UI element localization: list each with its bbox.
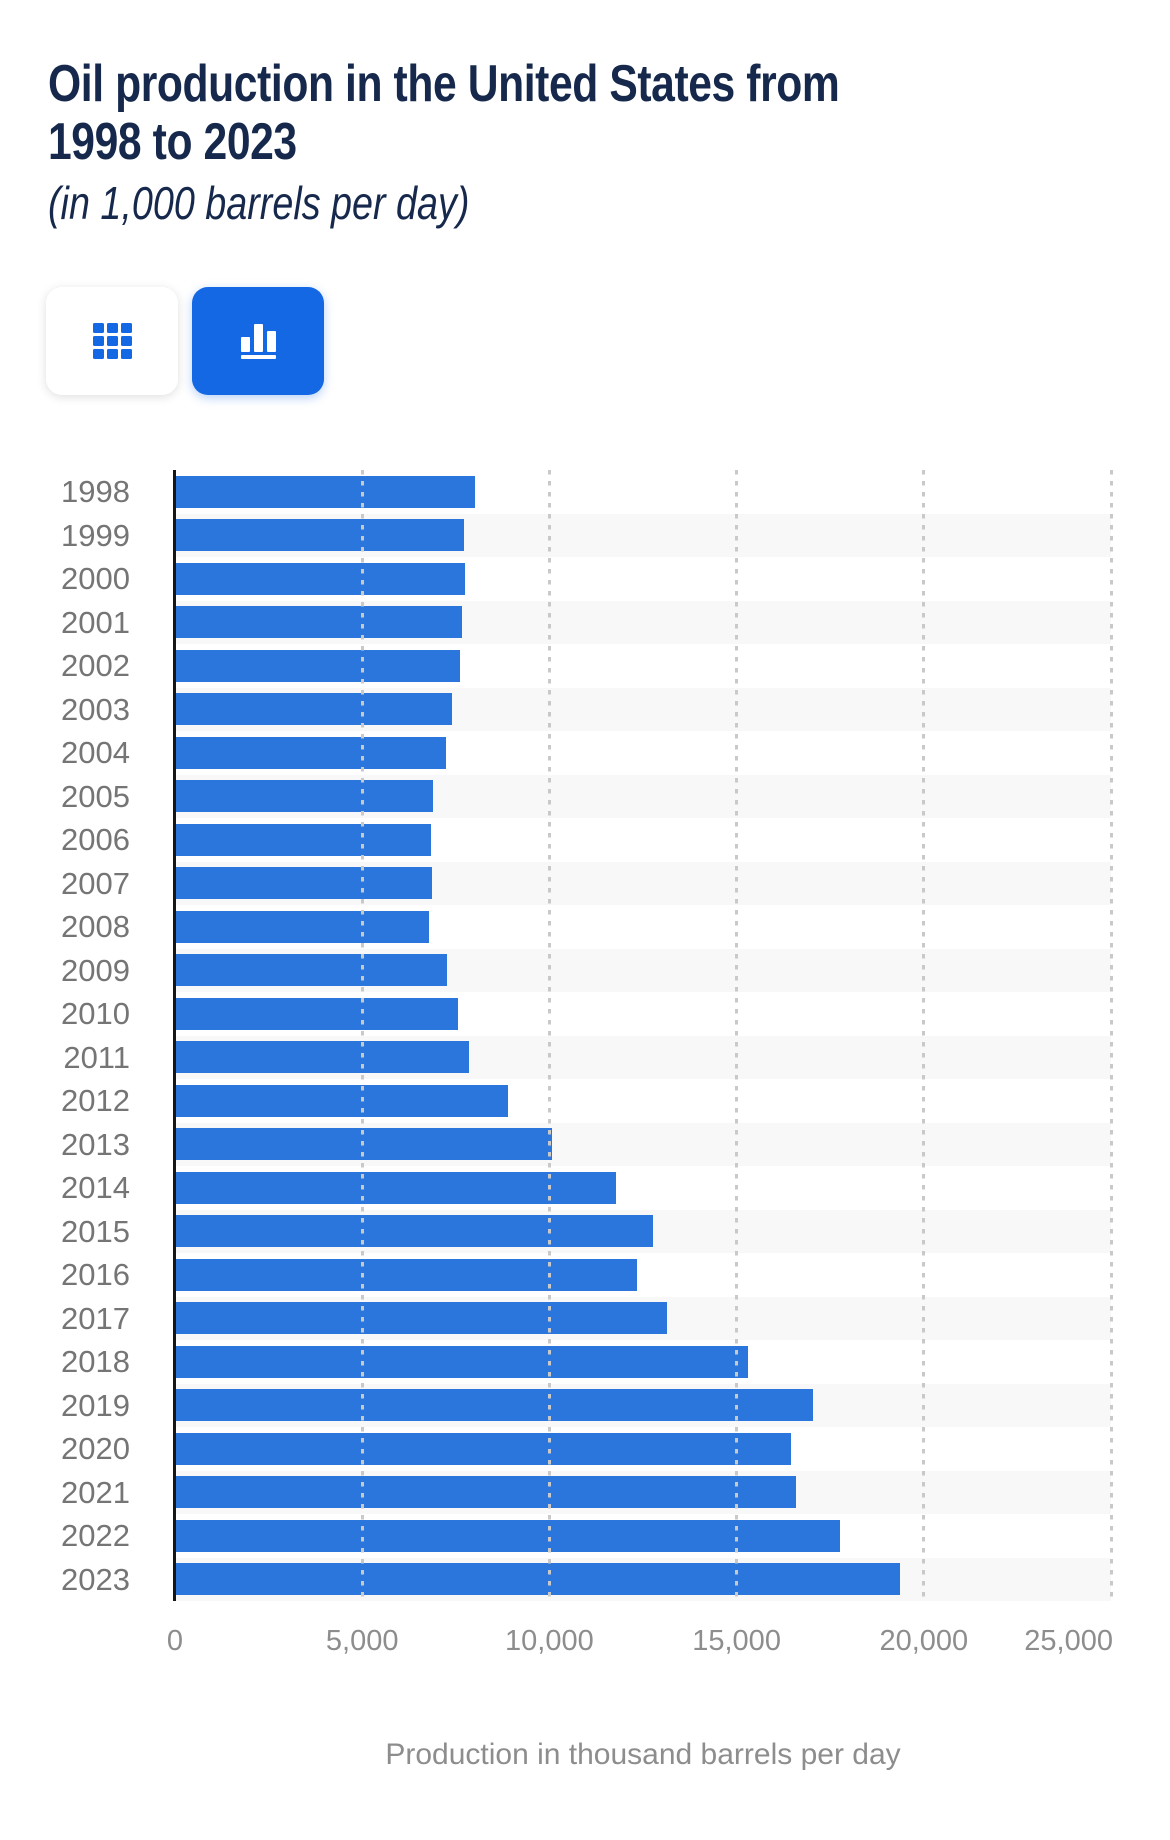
chart-row: [175, 818, 1111, 862]
bar-2011[interactable]: [175, 1041, 470, 1073]
year-label: 2018: [61, 1344, 130, 1379]
year-label: 2005: [61, 778, 130, 814]
bar-2014[interactable]: [175, 1171, 616, 1204]
year-label: 2015: [61, 1213, 130, 1249]
x-tick-label: 10,000: [505, 1625, 594, 1657]
x-tick-label: 15,000: [692, 1625, 781, 1657]
bar-2013[interactable]: [175, 1128, 553, 1160]
chart-view-button[interactable]: [192, 287, 324, 395]
table-grid-icon: [92, 323, 132, 359]
chart-row: [175, 644, 1111, 688]
year-label: 2002: [61, 648, 130, 683]
bar-2009[interactable]: [175, 954, 447, 986]
bar-2019[interactable]: [175, 1389, 814, 1421]
bar-2020[interactable]: [175, 1432, 792, 1465]
chart-row: [175, 1166, 1111, 1210]
chart-row: [175, 1079, 1111, 1123]
chart-row: [175, 687, 1111, 731]
chart-row: [175, 731, 1111, 775]
bar-2007[interactable]: [175, 867, 432, 899]
bar-2000[interactable]: [175, 562, 465, 595]
chart-row: [175, 513, 1111, 557]
x-axis-labels: 0 5,000 10,000 15,000 20,000 25,000: [167, 1622, 1113, 1660]
y-axis-line: [173, 470, 176, 1601]
bar-2001[interactable]: [175, 606, 463, 638]
chart-row: [175, 905, 1111, 949]
year-label: 1999: [61, 517, 130, 553]
y-axis-labels: 1998 1999 2000 2001 2002 2003 2004 2005 2006 2007…: [0, 470, 130, 1601]
chart-row: [175, 1035, 1111, 1079]
plot-rows: [175, 470, 1111, 1601]
year-label: 2021: [61, 1474, 130, 1510]
chart-row: [175, 1340, 1111, 1384]
year-label: 2016: [61, 1257, 130, 1292]
bar-2008[interactable]: [175, 910, 429, 943]
year-label: 2000: [61, 561, 130, 596]
year-label: 2009: [61, 952, 130, 988]
chart-row: [175, 1514, 1111, 1558]
chart-row: [175, 1427, 1111, 1471]
chart-row: [175, 948, 1111, 992]
bar-2005[interactable]: [175, 780, 434, 812]
year-label: 2004: [61, 735, 130, 770]
year-label: 2022: [61, 1518, 130, 1553]
bar-2021[interactable]: [175, 1476, 796, 1508]
chart-row: [175, 1296, 1111, 1340]
year-label: 2001: [61, 604, 130, 640]
year-label: 2013: [61, 1126, 130, 1162]
year-label: 2012: [61, 1083, 130, 1118]
chart-row: [175, 1383, 1111, 1427]
year-label: 2023: [61, 1561, 130, 1597]
year-label: 2020: [61, 1431, 130, 1466]
chart-row: [175, 1470, 1111, 1514]
year-label: 2007: [61, 865, 130, 901]
bar-chart-icon: [240, 323, 276, 359]
x-axis-title: Production in thousand barrels per day: [385, 1738, 901, 1771]
bar-2016[interactable]: [175, 1258, 637, 1291]
year-label: 2017: [61, 1300, 130, 1336]
year-label: 2011: [63, 1039, 130, 1075]
year-label: 2006: [61, 822, 130, 857]
x-tick-label: 25,000: [1024, 1625, 1113, 1657]
chart-row: [175, 1209, 1111, 1253]
year-label: 2008: [61, 909, 130, 944]
plot-area: [173, 470, 1113, 1601]
x-tick-label: 0: [166, 1625, 184, 1657]
page-subtitle: (in 1,000 barrels per day): [48, 177, 470, 229]
chart-row: [175, 1253, 1111, 1297]
bar-2010[interactable]: [175, 997, 458, 1030]
bar-2002[interactable]: [175, 649, 461, 682]
year-label: 1998: [61, 474, 130, 509]
bar-2022[interactable]: [175, 1519, 841, 1552]
chart-row: [175, 557, 1111, 601]
chart-row: [175, 600, 1111, 644]
bar-2023[interactable]: [175, 1563, 900, 1595]
chart-row: [175, 861, 1111, 905]
bar-2015[interactable]: [175, 1215, 654, 1247]
table-view-button[interactable]: [46, 287, 178, 395]
x-tick-label: 5,000: [325, 1625, 399, 1657]
x-tick-label: 20,000: [879, 1625, 969, 1657]
bar-chart: 1998 1999 2000 2001 2002 2003 2004 2005 2006 2007…: [0, 470, 1170, 1840]
bar-2017[interactable]: [175, 1302, 667, 1334]
chart-row: [175, 1122, 1111, 1166]
year-label: 2003: [61, 691, 130, 727]
year-label: 2014: [61, 1170, 130, 1205]
bar-2003[interactable]: [175, 693, 453, 725]
page-title: Oil production in the United States from…: [48, 54, 840, 172]
view-toggle-toolbar: [46, 287, 324, 395]
chart-row: [175, 470, 1111, 514]
chart-row: [175, 774, 1111, 818]
year-label: 2019: [61, 1387, 130, 1423]
bar-2006[interactable]: [175, 823, 432, 856]
bar-2012[interactable]: [175, 1084, 509, 1117]
bar-1999[interactable]: [175, 519, 465, 551]
bar-1998[interactable]: [175, 475, 475, 508]
bar-2004[interactable]: [175, 736, 446, 769]
chart-row: [175, 1557, 1111, 1601]
year-label: 2010: [61, 996, 130, 1031]
bar-2018[interactable]: [175, 1345, 749, 1378]
chart-row: [175, 992, 1111, 1036]
